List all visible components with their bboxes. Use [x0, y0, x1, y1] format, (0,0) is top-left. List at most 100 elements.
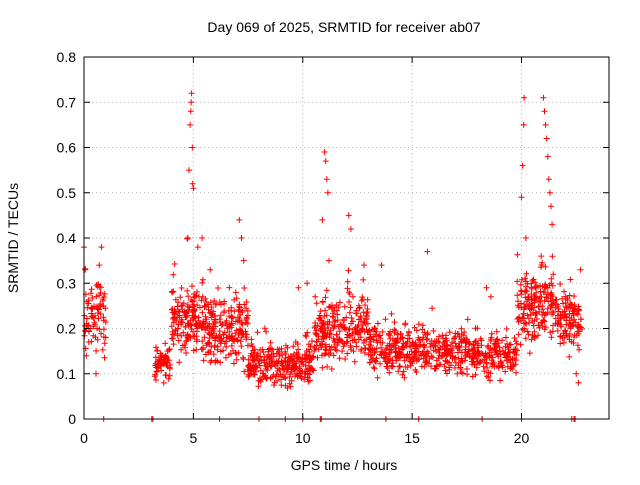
data-point	[431, 365, 438, 372]
data-point	[364, 309, 371, 315]
data-point	[168, 323, 175, 330]
data-point	[531, 304, 538, 311]
data-point	[417, 351, 424, 358]
data-point	[364, 296, 371, 303]
data-point	[162, 372, 169, 379]
data-point	[518, 304, 525, 311]
data-point	[403, 354, 410, 361]
data-point	[296, 369, 303, 376]
data-point	[99, 296, 106, 303]
data-point	[232, 289, 239, 296]
data-point	[419, 326, 426, 333]
data-point	[172, 326, 179, 333]
data-point	[326, 334, 333, 341]
data-point	[517, 281, 524, 288]
data-point	[239, 309, 246, 316]
data-point	[499, 337, 506, 344]
data-point	[94, 325, 101, 332]
data-point	[355, 302, 362, 309]
data-point	[569, 308, 576, 315]
data-point	[479, 350, 486, 357]
data-point	[562, 327, 568, 334]
data-point	[154, 347, 161, 354]
data-point	[347, 333, 354, 339]
data-point	[522, 335, 529, 342]
data-point-outlier	[573, 370, 580, 377]
data-point	[157, 363, 164, 370]
data-point	[183, 337, 190, 344]
data-point	[199, 276, 206, 283]
data-point	[251, 371, 258, 378]
data-point-outlier	[199, 235, 206, 241]
data-point	[576, 323, 583, 330]
data-point	[88, 338, 95, 345]
data-point	[241, 285, 248, 291]
data-point	[250, 356, 256, 363]
data-point	[408, 348, 415, 355]
data-point	[283, 363, 290, 370]
data-point-outlier	[545, 176, 552, 183]
data-point	[424, 330, 431, 336]
data-point	[244, 320, 251, 327]
data-point	[361, 345, 368, 351]
data-point	[153, 344, 159, 351]
data-point	[415, 321, 422, 328]
data-point	[361, 337, 368, 344]
data-point	[543, 284, 549, 291]
data-point	[329, 302, 335, 309]
data-point	[319, 364, 326, 371]
data-point	[359, 296, 366, 303]
data-point	[421, 344, 428, 351]
data-point	[91, 319, 98, 326]
data-point	[487, 370, 494, 377]
data-point	[464, 371, 471, 378]
data-point	[377, 360, 384, 367]
data-point	[218, 322, 225, 329]
data-point	[363, 326, 370, 333]
data-point	[213, 300, 219, 307]
data-point	[255, 377, 262, 384]
data-point	[359, 322, 366, 328]
data-point	[524, 312, 531, 319]
data-point	[299, 358, 306, 365]
data-point	[260, 373, 267, 380]
data-point-outlier	[577, 266, 584, 273]
data-point-outlier	[544, 153, 551, 160]
data-point	[532, 279, 539, 286]
y-tick-label: 0.2	[57, 321, 77, 337]
data-point	[513, 369, 519, 376]
data-point	[215, 285, 221, 291]
data-point	[236, 303, 243, 310]
data-point	[557, 281, 564, 287]
data-point	[198, 297, 205, 304]
data-point	[317, 314, 324, 321]
data-point	[208, 310, 215, 317]
data-point	[468, 346, 475, 353]
data-point	[152, 362, 159, 369]
data-point	[313, 339, 320, 345]
data-point	[432, 342, 439, 349]
data-point	[379, 339, 386, 346]
data-point	[257, 375, 263, 382]
data-point	[211, 318, 218, 325]
data-point	[452, 333, 459, 340]
data-point	[278, 360, 285, 367]
data-point	[219, 321, 226, 328]
data-point	[446, 359, 453, 366]
data-point	[223, 334, 230, 341]
data-point	[158, 354, 165, 361]
data-point	[231, 308, 238, 315]
data-point	[304, 329, 311, 336]
data-point	[241, 368, 248, 375]
y-tick-label: 0.4	[57, 230, 77, 246]
data-point	[216, 316, 223, 323]
data-point	[374, 374, 381, 381]
data-point	[83, 298, 90, 305]
data-point	[263, 366, 269, 372]
data-point	[519, 314, 526, 321]
data-point	[206, 331, 213, 337]
data-point	[344, 278, 351, 285]
data-point	[182, 312, 189, 318]
data-point	[569, 302, 576, 309]
data-point	[566, 292, 573, 299]
